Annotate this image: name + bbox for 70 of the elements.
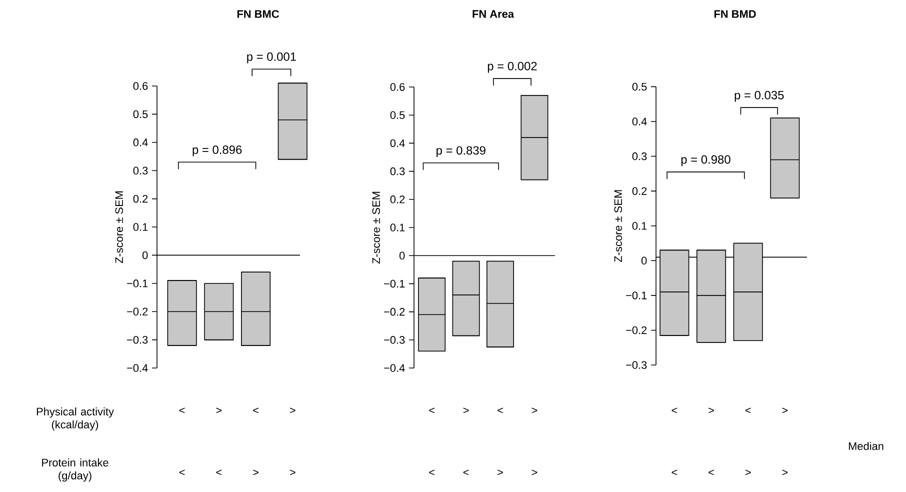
y-tick-label: −0.3	[127, 336, 148, 344]
y-axis-title: Z-score ± SEM	[614, 190, 622, 262]
y-tick-label: 0.3	[390, 167, 405, 176]
text: <	[216, 470, 222, 476]
text: <	[429, 470, 434, 476]
y-tick-label: −0.1	[626, 292, 647, 300]
text: p = 0.002	[488, 62, 537, 73]
annotation: p = 0.035	[734, 90, 784, 102]
text: Median	[848, 442, 884, 450]
chart-title: FN Area	[472, 10, 514, 18]
annotation: p = 0.839	[436, 146, 486, 158]
text: >	[745, 470, 751, 476]
y-tick-label: −0.4	[127, 364, 148, 372]
y-tick-label: 0.6	[133, 82, 148, 90]
text: >	[498, 470, 503, 476]
y-tick-label: 0	[142, 251, 148, 260]
y-tick-label: 0.2	[632, 187, 647, 195]
y-tick-label: 0.5	[133, 110, 148, 118]
text: <	[672, 470, 678, 476]
x-tick-label: <	[745, 408, 751, 414]
x-tick-label: <	[498, 408, 503, 414]
y-tick-label: −0.4	[384, 364, 405, 372]
text: <	[708, 470, 714, 476]
y-tick-label: −0.2	[127, 308, 148, 316]
text: >	[253, 470, 258, 476]
x-tick-label: <	[672, 408, 678, 414]
text: <	[179, 470, 185, 476]
y-tick-label: 0.3	[632, 152, 647, 160]
x-tick-label: >	[708, 408, 714, 414]
y-tick-label: −0.2	[626, 326, 647, 334]
text: Protein intake (g/day)	[42, 458, 108, 482]
annotation: p = 0.980	[681, 155, 730, 166]
text: >	[532, 470, 538, 476]
y-tick-label: 0.2	[390, 196, 405, 204]
y-tick-label: 0.5	[390, 111, 405, 119]
y-tick-label: −0.3	[384, 336, 405, 344]
y-tick-label: 0.4	[390, 139, 405, 148]
y-tick-label: 0.2	[133, 194, 148, 203]
x-tick-label: <	[179, 408, 185, 414]
y-tick-label: −0.1	[127, 280, 148, 288]
text: >	[290, 470, 296, 476]
x-tick-label: >	[290, 408, 296, 414]
x-tick-label: >	[532, 408, 538, 414]
y-tick-label: −0.1	[384, 280, 405, 288]
text: >	[782, 470, 788, 476]
y-tick-label: −0.2	[384, 308, 405, 316]
y-axis-title: Z-score ± SEM	[372, 192, 380, 264]
x-tick-label: <	[253, 408, 258, 414]
x-tick-label: >	[782, 408, 788, 414]
x-tick-label: >	[463, 408, 469, 414]
annotation: p = 0.896	[192, 145, 242, 156]
y-axis-title: Z-score ± SEM	[115, 191, 124, 264]
chart-title: FN BMD	[714, 10, 756, 18]
y-tick-label: 0.4	[133, 138, 148, 146]
text: <	[463, 470, 469, 476]
y-tick-label: 0.5	[632, 82, 647, 91]
y-tick-label: 0.4	[632, 118, 647, 126]
x-tick-label: >	[216, 408, 222, 414]
y-tick-label: −0.3	[626, 361, 647, 369]
text: Physical activity (kcal/day)	[36, 407, 114, 431]
y-tick-label: 0.1	[632, 222, 647, 230]
y-tick-label: 0	[641, 256, 647, 265]
chart-title: FN BMC	[237, 10, 279, 18]
y-tick-label: 0.1	[133, 223, 148, 231]
y-tick-label: 0.1	[390, 224, 405, 232]
y-tick-label: 0	[399, 252, 405, 260]
text: p = 0.001	[247, 52, 296, 64]
y-tick-label: 0.3	[133, 166, 148, 174]
y-tick-label: 0.6	[390, 83, 405, 91]
x-tick-label: <	[429, 408, 434, 414]
